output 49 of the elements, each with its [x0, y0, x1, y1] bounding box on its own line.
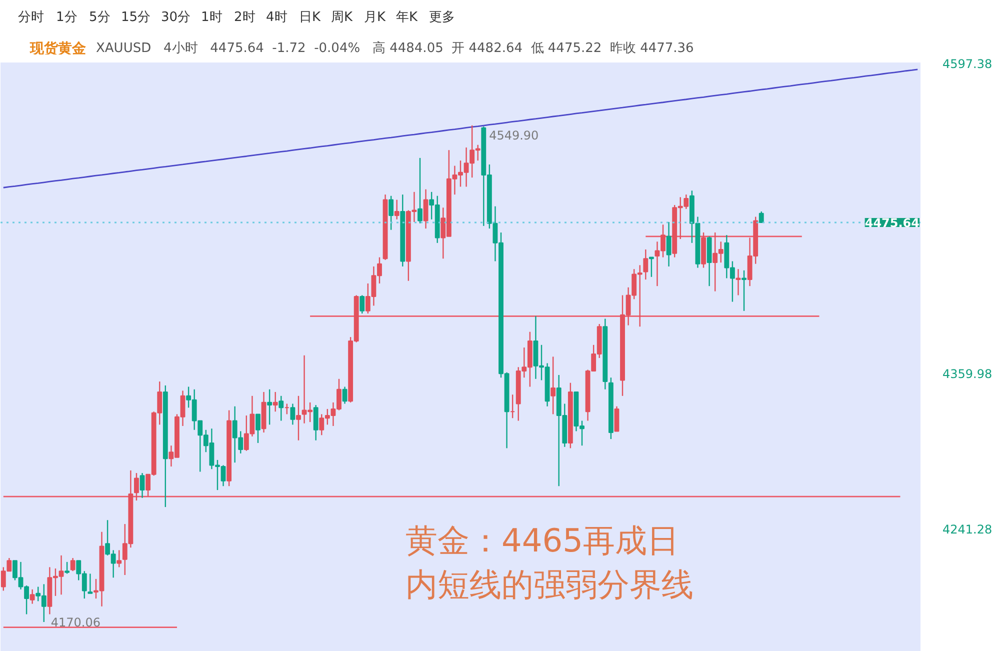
ref-line-label: 4475.64: [864, 216, 920, 230]
candlestick: [256, 414, 260, 444]
candlestick: [394, 199, 400, 220]
candlestick: [666, 221, 672, 268]
candlestick: [267, 388, 272, 426]
candlestick: [418, 157, 422, 224]
candlestick: [70, 557, 76, 572]
candlestick: [360, 294, 365, 314]
candlestick: [643, 248, 648, 280]
candlestick: [88, 573, 93, 594]
candlestick: [140, 472, 145, 498]
text: 周K: [331, 9, 353, 27]
text: 1分: [56, 9, 78, 27]
y-tick-label: 4597.38: [942, 56, 992, 71]
candlestick: [272, 391, 278, 412]
text: 日K: [299, 9, 321, 27]
text: 1时: [201, 9, 222, 27]
text: 年K: [396, 9, 418, 27]
candlestick: [296, 395, 301, 441]
candlestick: [116, 550, 122, 568]
line-series: [2, 68, 918, 188]
candlestick: [278, 395, 284, 422]
candlestick: [342, 386, 348, 404]
candlestick: [313, 404, 318, 441]
text: 更多: [429, 9, 455, 27]
y-tick-label: 4241.28: [942, 522, 992, 536]
candlestick: [648, 256, 654, 278]
candlestick: [736, 268, 741, 296]
text: 月K: [364, 9, 386, 27]
candlestick: [64, 561, 70, 574]
text: 5分: [89, 9, 110, 27]
candlestick: [614, 406, 620, 432]
annotation: 4549.90: [489, 128, 539, 142]
chart-title: 现货黄金: [30, 40, 86, 59]
annotation: 黄金：4465再成日内短线的强弱分界线: [406, 522, 694, 604]
y-tick-label: 4359.98: [942, 367, 992, 382]
text: 2时: [234, 9, 256, 27]
text: 4时: [266, 9, 288, 27]
candlestick: [290, 403, 296, 426]
candlestick: [423, 188, 428, 230]
chart-subtitle: XAUUSD 4小时 4475.64 -1.72 -0.04% 高 4484.05 开 4482.64 低 4475.22 昨收 4477.36: [96, 40, 694, 58]
text: 15分: [121, 9, 151, 27]
candlestick: [550, 356, 556, 415]
candlestick: [30, 588, 35, 604]
text: 30分: [161, 9, 191, 27]
candlestick: [742, 270, 746, 312]
annotation: 4170.06: [50, 616, 101, 630]
text: 分时: [18, 9, 44, 27]
candlestick: [388, 195, 394, 230]
